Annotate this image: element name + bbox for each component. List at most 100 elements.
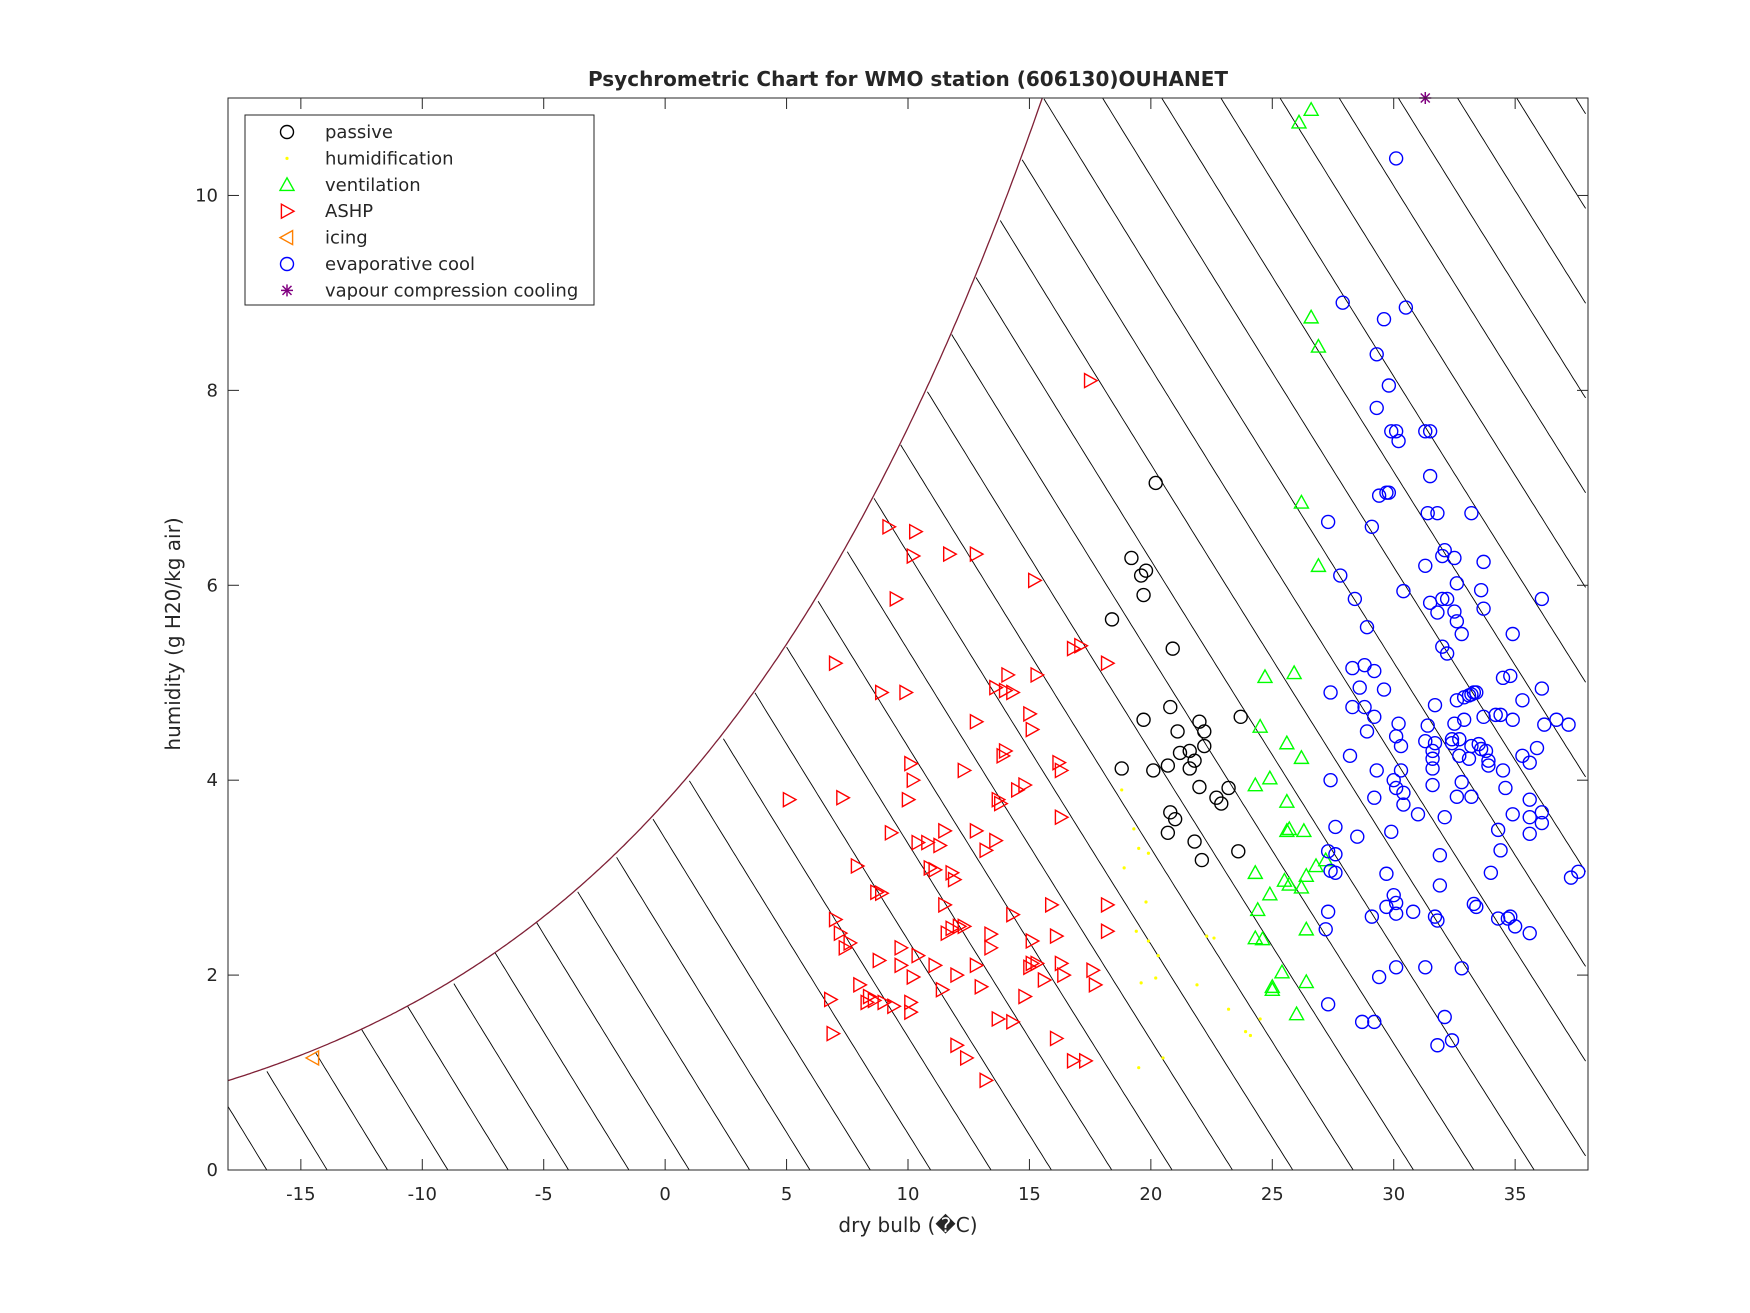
point-ASHP <box>989 832 1004 849</box>
point-ASHP <box>1023 959 1038 976</box>
point-ASHP <box>828 655 844 672</box>
point-passive <box>1233 709 1248 725</box>
point-ASHP <box>928 861 944 879</box>
point-ASHP <box>884 824 900 841</box>
point-evaporative-cool <box>1371 488 1387 503</box>
point-passive <box>1214 796 1229 811</box>
point-passive <box>1167 811 1183 827</box>
point-ventilation <box>1254 930 1271 946</box>
point-evaporative-cool <box>1328 865 1343 880</box>
point-ASHP <box>904 755 919 772</box>
point-evaporative-cool <box>1320 997 1336 1012</box>
point-evaporative-cool <box>1473 582 1489 598</box>
point-ASHP <box>996 747 1012 765</box>
enthalpy-line <box>1226 0 1586 19</box>
point-evaporative-cool <box>1561 717 1576 732</box>
point-evaporative-cool <box>1437 810 1452 825</box>
data-points <box>304 92 1586 1089</box>
point-ventilation <box>1293 878 1310 894</box>
point-evaporative-cool <box>1452 732 1467 747</box>
point-evaporative-cool <box>1481 758 1496 773</box>
point-evaporative-cool <box>1386 887 1401 903</box>
x-tick-label: -5 <box>535 1184 553 1205</box>
point-evaporative-cool <box>1388 780 1404 796</box>
point-evaporative-cool <box>1505 807 1520 822</box>
point-evaporative-cool <box>1425 743 1440 759</box>
point-evaporative-cool <box>1464 687 1479 702</box>
point-evaporative-cool <box>1359 619 1375 635</box>
x-tick-label: -15 <box>286 1184 315 1205</box>
point-evaporative-cool <box>1490 822 1506 838</box>
point-evaporative-cool <box>1420 505 1435 521</box>
point-ventilation <box>1261 769 1279 785</box>
y-tick-label: 0 <box>207 1160 218 1181</box>
point-ventilation <box>1278 793 1296 808</box>
enthalpy-line <box>494 952 630 1170</box>
point-humidification <box>1137 1066 1141 1070</box>
point-ventilation <box>1251 718 1269 733</box>
point-evaporative-cool <box>1454 961 1469 976</box>
point-evaporative-cool <box>1367 663 1382 679</box>
point-ASHP <box>969 545 985 563</box>
y-tick-label: 4 <box>207 770 218 791</box>
point-ASHP <box>921 834 936 851</box>
enthalpy-line <box>577 891 751 1170</box>
point-evaporative-cool <box>1488 707 1503 723</box>
point-ASHP <box>828 911 844 928</box>
point-evaporative-cool <box>1422 468 1438 484</box>
point-evaporative-cool <box>1320 514 1336 530</box>
point-evaporative-cool <box>1386 772 1401 788</box>
point-evaporative-cool <box>1364 909 1380 924</box>
point-evaporative-cool <box>1478 743 1494 759</box>
point-evaporative-cool <box>1449 614 1465 629</box>
enthalpy-lines <box>228 0 1586 1170</box>
y-tick-label: 6 <box>207 575 218 596</box>
point-evaporative-cool <box>1393 738 1409 754</box>
point-ASHP <box>1066 640 1082 657</box>
point-evaporative-cool <box>1328 847 1343 862</box>
y-tick-label: 10 <box>195 185 218 206</box>
point-evaporative-cool <box>1427 735 1443 751</box>
point-evaporative-cool <box>1384 824 1399 840</box>
point-ASHP <box>1027 572 1043 589</box>
point-ASHP <box>887 998 902 1015</box>
enthalpy-line <box>266 1071 328 1170</box>
x-tick-label: 20 <box>1139 1184 1162 1205</box>
point-evaporative-cool <box>1495 763 1511 778</box>
point-humidification <box>1226 1007 1231 1011</box>
point-evaporative-cool <box>1396 583 1411 599</box>
point-evaporative-cool <box>1418 558 1433 573</box>
point-evaporative-cool <box>1345 699 1360 715</box>
point-evaporative-cool <box>1369 347 1384 362</box>
point-ASHP <box>1100 896 1116 914</box>
point-humidification <box>1139 981 1143 985</box>
point-passive <box>1187 834 1202 849</box>
enthalpy-line <box>536 922 690 1170</box>
point-ventilation <box>1247 929 1264 945</box>
point-ventilation <box>1281 876 1298 891</box>
point-ASHP <box>1066 1052 1082 1070</box>
legend-label-ASHP: ASHP <box>325 201 373 222</box>
x-tick-label: -10 <box>408 1184 437 1205</box>
point-evaporative-cool <box>1449 789 1465 804</box>
point-ventilation <box>1298 867 1315 882</box>
point-ventilation <box>1249 901 1266 917</box>
point-evaporative-cool <box>1323 685 1338 700</box>
point-evaporative-cool <box>1418 960 1433 975</box>
point-evaporative-cool <box>1354 1014 1370 1030</box>
point-passive <box>1160 825 1176 841</box>
point-ASHP <box>940 924 956 942</box>
legend-label-evaporative-cool: evaporative cool <box>325 254 475 275</box>
point-humidification <box>1195 983 1199 987</box>
point-humidification <box>1154 976 1158 980</box>
point-humidification <box>1132 827 1136 831</box>
enthalpy-line <box>900 444 1354 1170</box>
enthalpy-line <box>1161 98 1586 778</box>
point-ASHP <box>969 822 985 840</box>
point-passive <box>1146 763 1161 778</box>
point-passive <box>1197 738 1212 754</box>
point-evaporative-cool <box>1388 151 1404 166</box>
legend-marker-icing <box>278 229 294 246</box>
point-ASHP <box>984 925 1000 943</box>
